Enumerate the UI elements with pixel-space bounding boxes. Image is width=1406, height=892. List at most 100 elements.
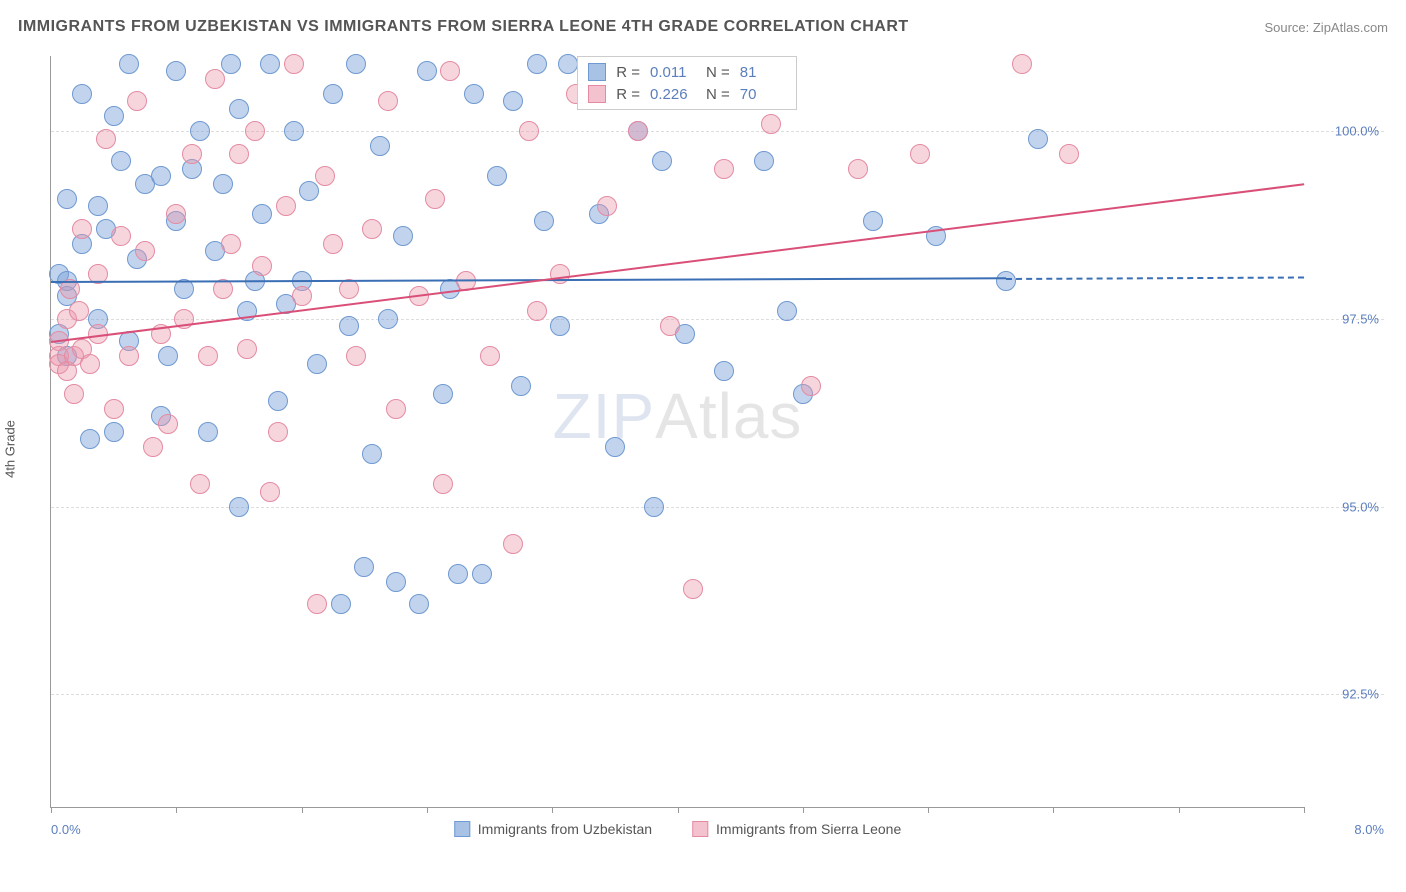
scatter-point — [362, 444, 382, 464]
scatter-point — [1028, 129, 1048, 149]
x-axis-max-label: 8.0% — [1354, 822, 1384, 837]
scatter-point — [777, 301, 797, 321]
scatter-point — [307, 594, 327, 614]
scatter-point — [378, 91, 398, 111]
scatter-point — [158, 414, 178, 434]
scatter-point — [409, 594, 429, 614]
legend-swatch — [692, 821, 708, 837]
scatter-point — [417, 61, 437, 81]
legend-n-label: N = — [706, 64, 730, 81]
scatter-point — [644, 497, 664, 517]
scatter-point — [386, 572, 406, 592]
legend-r-value: 0.011 — [650, 64, 696, 81]
x-tick — [176, 807, 177, 813]
scatter-point — [190, 474, 210, 494]
scatter-point — [503, 91, 523, 111]
scatter-point — [229, 497, 249, 517]
scatter-point — [996, 271, 1016, 291]
scatter-point — [158, 346, 178, 366]
legend-n-value: 81 — [740, 64, 786, 81]
watermark-part-b: Atlas — [655, 380, 802, 452]
scatter-point — [331, 594, 351, 614]
scatter-point — [213, 174, 233, 194]
scatter-point — [464, 84, 484, 104]
x-tick — [1053, 807, 1054, 813]
y-tick-label: 100.0% — [1335, 124, 1379, 139]
scatter-point — [370, 136, 390, 156]
scatter-point — [237, 339, 257, 359]
scatter-point — [628, 121, 648, 141]
x-tick — [51, 807, 52, 813]
legend-n-label: N = — [706, 86, 730, 103]
scatter-point — [292, 286, 312, 306]
scatter-point — [448, 564, 468, 584]
scatter-point — [119, 54, 139, 74]
scatter-point — [323, 234, 343, 254]
scatter-point — [378, 309, 398, 329]
watermark: ZIPAtlas — [553, 379, 803, 453]
scatter-point — [660, 316, 680, 336]
legend-series-name: Immigrants from Uzbekistan — [478, 821, 652, 837]
legend-n-value: 70 — [740, 86, 786, 103]
scatter-point — [433, 474, 453, 494]
scatter-point — [315, 166, 335, 186]
legend-r-label: R = — [616, 86, 640, 103]
scatter-point — [88, 196, 108, 216]
scatter-point — [534, 211, 554, 231]
x-tick — [1304, 807, 1305, 813]
scatter-point — [652, 151, 672, 171]
scatter-point — [386, 399, 406, 419]
y-axis-label: 4th Grade — [3, 420, 18, 478]
legend-item: Immigrants from Sierra Leone — [692, 821, 901, 837]
scatter-point — [119, 346, 139, 366]
scatter-point — [127, 91, 147, 111]
scatter-point — [182, 144, 202, 164]
scatter-point — [221, 54, 241, 74]
scatter-point — [252, 204, 272, 224]
scatter-point — [229, 144, 249, 164]
x-tick — [427, 807, 428, 813]
x-tick — [552, 807, 553, 813]
scatter-point — [268, 391, 288, 411]
scatter-point — [433, 384, 453, 404]
scatter-point — [205, 69, 225, 89]
scatter-point — [519, 121, 539, 141]
scatter-point — [166, 61, 186, 81]
legend-stats-row: R =0.011N =81 — [588, 61, 786, 83]
legend-swatch — [588, 63, 606, 81]
scatter-point — [910, 144, 930, 164]
scatter-point — [440, 61, 460, 81]
scatter-point — [260, 482, 280, 502]
scatter-point — [135, 241, 155, 261]
scatter-point — [527, 54, 547, 74]
x-tick — [803, 807, 804, 813]
scatter-point — [104, 422, 124, 442]
scatter-point — [245, 121, 265, 141]
legend-item: Immigrants from Uzbekistan — [454, 821, 652, 837]
scatter-point — [198, 422, 218, 442]
x-tick — [1179, 807, 1180, 813]
scatter-point — [393, 226, 413, 246]
legend-swatch — [588, 85, 606, 103]
scatter-point — [143, 437, 163, 457]
scatter-point — [80, 429, 100, 449]
scatter-point — [527, 301, 547, 321]
scatter-point — [503, 534, 523, 554]
y-tick-label: 95.0% — [1342, 499, 1379, 514]
scatter-point — [72, 219, 92, 239]
scatter-point — [714, 361, 734, 381]
legend-bottom: Immigrants from Uzbekistan Immigrants fro… — [454, 821, 901, 837]
scatter-point — [80, 354, 100, 374]
scatter-point — [754, 151, 774, 171]
x-tick — [678, 807, 679, 813]
plot-area: ZIPAtlas R =0.011N =81R =0.226N =70 0.0%… — [50, 56, 1304, 808]
scatter-point — [111, 226, 131, 246]
scatter-point — [72, 84, 92, 104]
scatter-point — [111, 151, 131, 171]
gridline-horizontal — [51, 694, 1384, 695]
watermark-part-a: ZIP — [553, 380, 656, 452]
scatter-point — [472, 564, 492, 584]
scatter-point — [299, 181, 319, 201]
scatter-point — [511, 376, 531, 396]
scatter-point — [190, 121, 210, 141]
